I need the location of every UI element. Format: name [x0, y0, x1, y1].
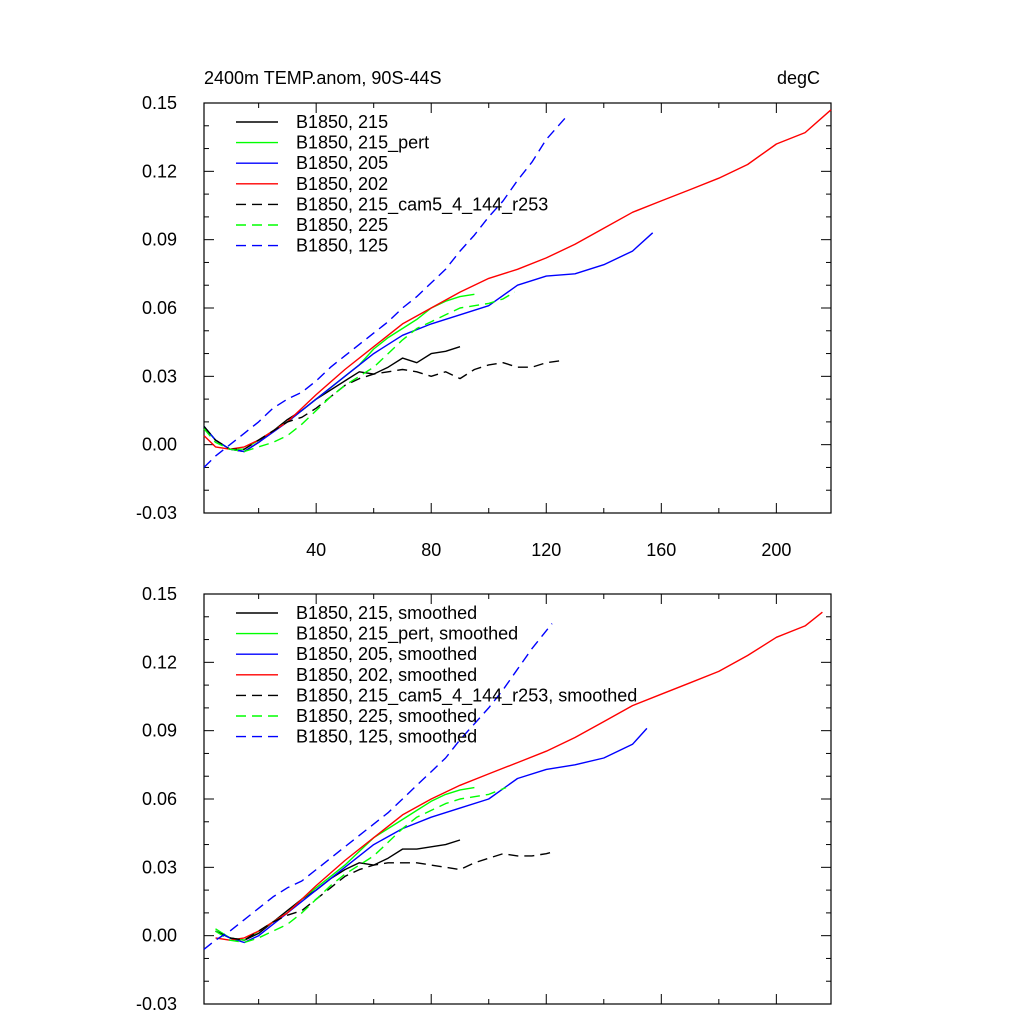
y-tick-label: 0.09 — [142, 721, 177, 741]
series-line-5 — [203, 359, 564, 450]
series-line-2 — [203, 293, 475, 450]
legend-label: B1850, 225 — [296, 215, 388, 235]
legend-label: B1850, 202 — [296, 174, 388, 194]
series-line-4 — [215, 611, 823, 941]
y-tick-label: 0.15 — [142, 93, 177, 113]
chart-title: 2400m TEMP.anom, 90S-44S — [204, 68, 441, 88]
legend-label: B1850, 125 — [296, 236, 388, 256]
x-tick-label: 40 — [306, 540, 326, 560]
series-line-3 — [215, 727, 648, 944]
y-tick-label: 0.00 — [142, 435, 177, 455]
x-tick-label: 120 — [531, 540, 561, 560]
legend-label: B1850, 205, smoothed — [296, 644, 477, 664]
legend-label: B1850, 215 — [296, 112, 388, 132]
y-tick-label: 0.09 — [142, 230, 177, 250]
legend-label: B1850, 215_cam5_4_144_r253 — [296, 194, 548, 215]
y-tick-label: 0.06 — [142, 789, 177, 809]
y-tick-label: 0.12 — [142, 652, 177, 672]
legend-label: B1850, 202, smoothed — [296, 665, 477, 685]
series-line-1 — [215, 839, 461, 941]
y-tick-label: 0.06 — [142, 298, 177, 318]
legend-label: B1850, 205 — [296, 153, 388, 173]
top-panel: -0.03 0.00 0.03 0.06 0.09 0.12 0.15 40 80 120 160 2… — [136, 93, 832, 560]
x-tick-label: 160 — [646, 540, 676, 560]
series-line-6 — [215, 786, 507, 944]
series-line-3 — [203, 232, 654, 453]
y-tick-label: -0.03 — [136, 994, 177, 1014]
bottom-panel: -0.03 0.00 0.03 0.06 0.09 0.12 0.15 B1850, 215,… — [136, 584, 832, 1014]
series-line-7 — [203, 623, 553, 950]
chart-units: degC — [777, 68, 820, 88]
series-line-5 — [215, 850, 556, 941]
legend-label: B1850, 215, smoothed — [296, 603, 477, 623]
series-line-2 — [215, 786, 475, 941]
series-line-7 — [203, 116, 567, 468]
y-tick-label: 0.03 — [142, 857, 177, 877]
legend-label: B1850, 225, smoothed — [296, 706, 477, 726]
legend-label: B1850, 125, smoothed — [296, 727, 477, 747]
x-tick-label: 200 — [761, 540, 791, 560]
y-tick-label: 0.15 — [142, 584, 177, 604]
series-line-1 — [203, 346, 461, 453]
legend-label: B1850, 215_pert — [296, 133, 429, 154]
x-tick-label: 80 — [421, 540, 441, 560]
legend-label: B1850, 215_cam5_4_144_r253, smoothed — [296, 685, 637, 706]
y-tick-label: 0.03 — [142, 366, 177, 386]
legend-label: B1850, 215_pert, smoothed — [296, 624, 518, 645]
y-tick-label: 0.12 — [142, 161, 177, 181]
y-tick-label: 0.00 — [142, 926, 177, 946]
y-tick-label: -0.03 — [136, 503, 177, 523]
